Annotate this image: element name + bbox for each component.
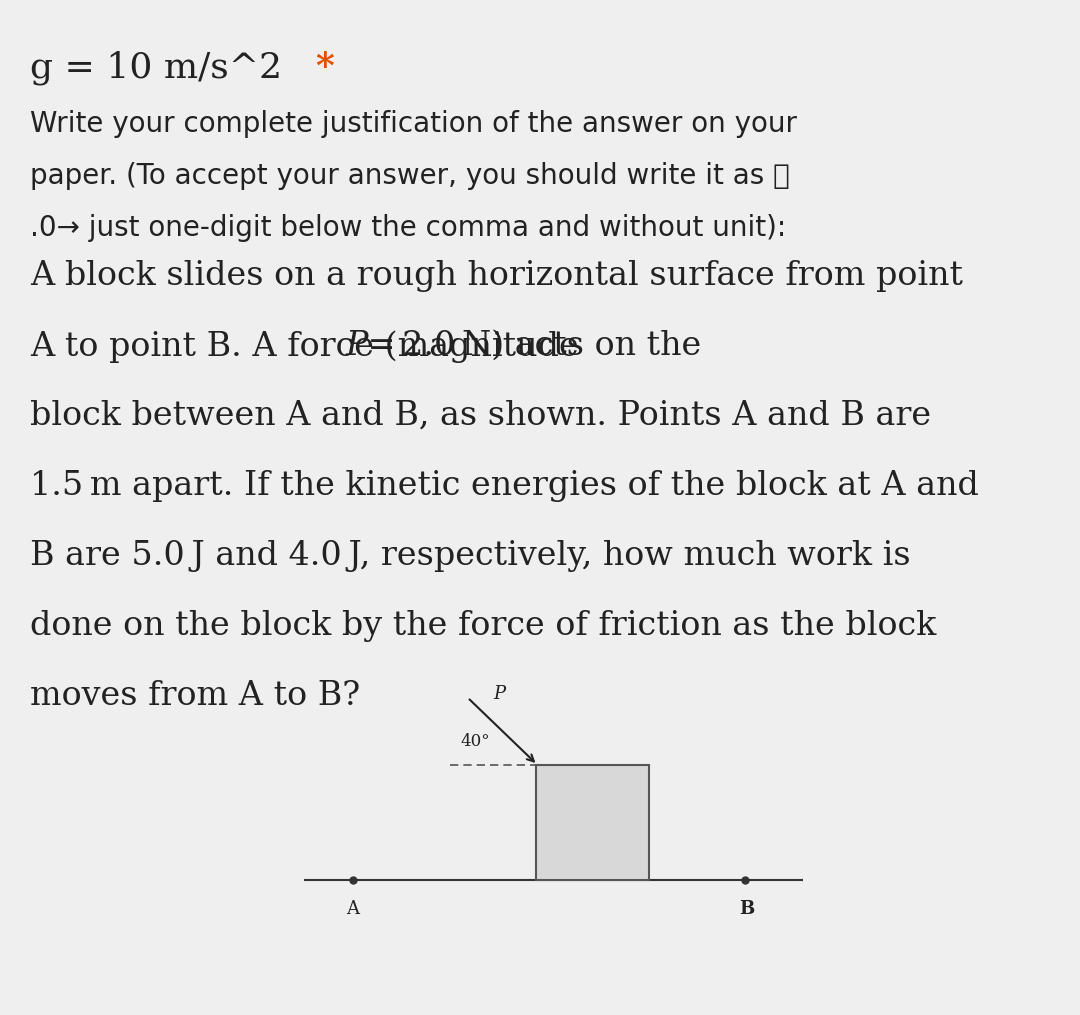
- Text: 1.5 m apart. If the kinetic energies of the block at A and: 1.5 m apart. If the kinetic energies of …: [30, 470, 980, 502]
- Text: Write your complete justification of the answer on your: Write your complete justification of the…: [30, 110, 797, 138]
- Text: A block slides on a rough horizontal surface from point: A block slides on a rough horizontal sur…: [30, 260, 963, 292]
- Text: = 2.0 N) acts on the: = 2.0 N) acts on the: [361, 330, 701, 362]
- Text: paper. (To accept your answer, you should write it as 👉: paper. (To accept your answer, you shoul…: [30, 162, 791, 190]
- Text: g = 10 m/s^2: g = 10 m/s^2: [30, 50, 294, 84]
- Text: block between A and B, as shown. Points A and B are: block between A and B, as shown. Points …: [30, 400, 932, 432]
- Bar: [536, 765, 649, 880]
- Text: A to point B. A force (magnitude: A to point B. A force (magnitude: [30, 330, 590, 362]
- Text: P: P: [494, 684, 505, 702]
- Text: moves from A to B?: moves from A to B?: [30, 680, 361, 712]
- Text: B are 5.0 J and 4.0 J, respectively, how much work is: B are 5.0 J and 4.0 J, respectively, how…: [30, 540, 912, 572]
- Text: 40°: 40°: [461, 733, 490, 750]
- Text: P: P: [345, 330, 367, 362]
- Text: done on the block by the force of friction as the block: done on the block by the force of fricti…: [30, 610, 936, 642]
- Text: B: B: [739, 900, 754, 918]
- Text: *: *: [315, 50, 335, 84]
- Text: .0→ just one-digit below the comma and without unit):: .0→ just one-digit below the comma and w…: [30, 214, 786, 242]
- Text: A: A: [347, 900, 360, 918]
